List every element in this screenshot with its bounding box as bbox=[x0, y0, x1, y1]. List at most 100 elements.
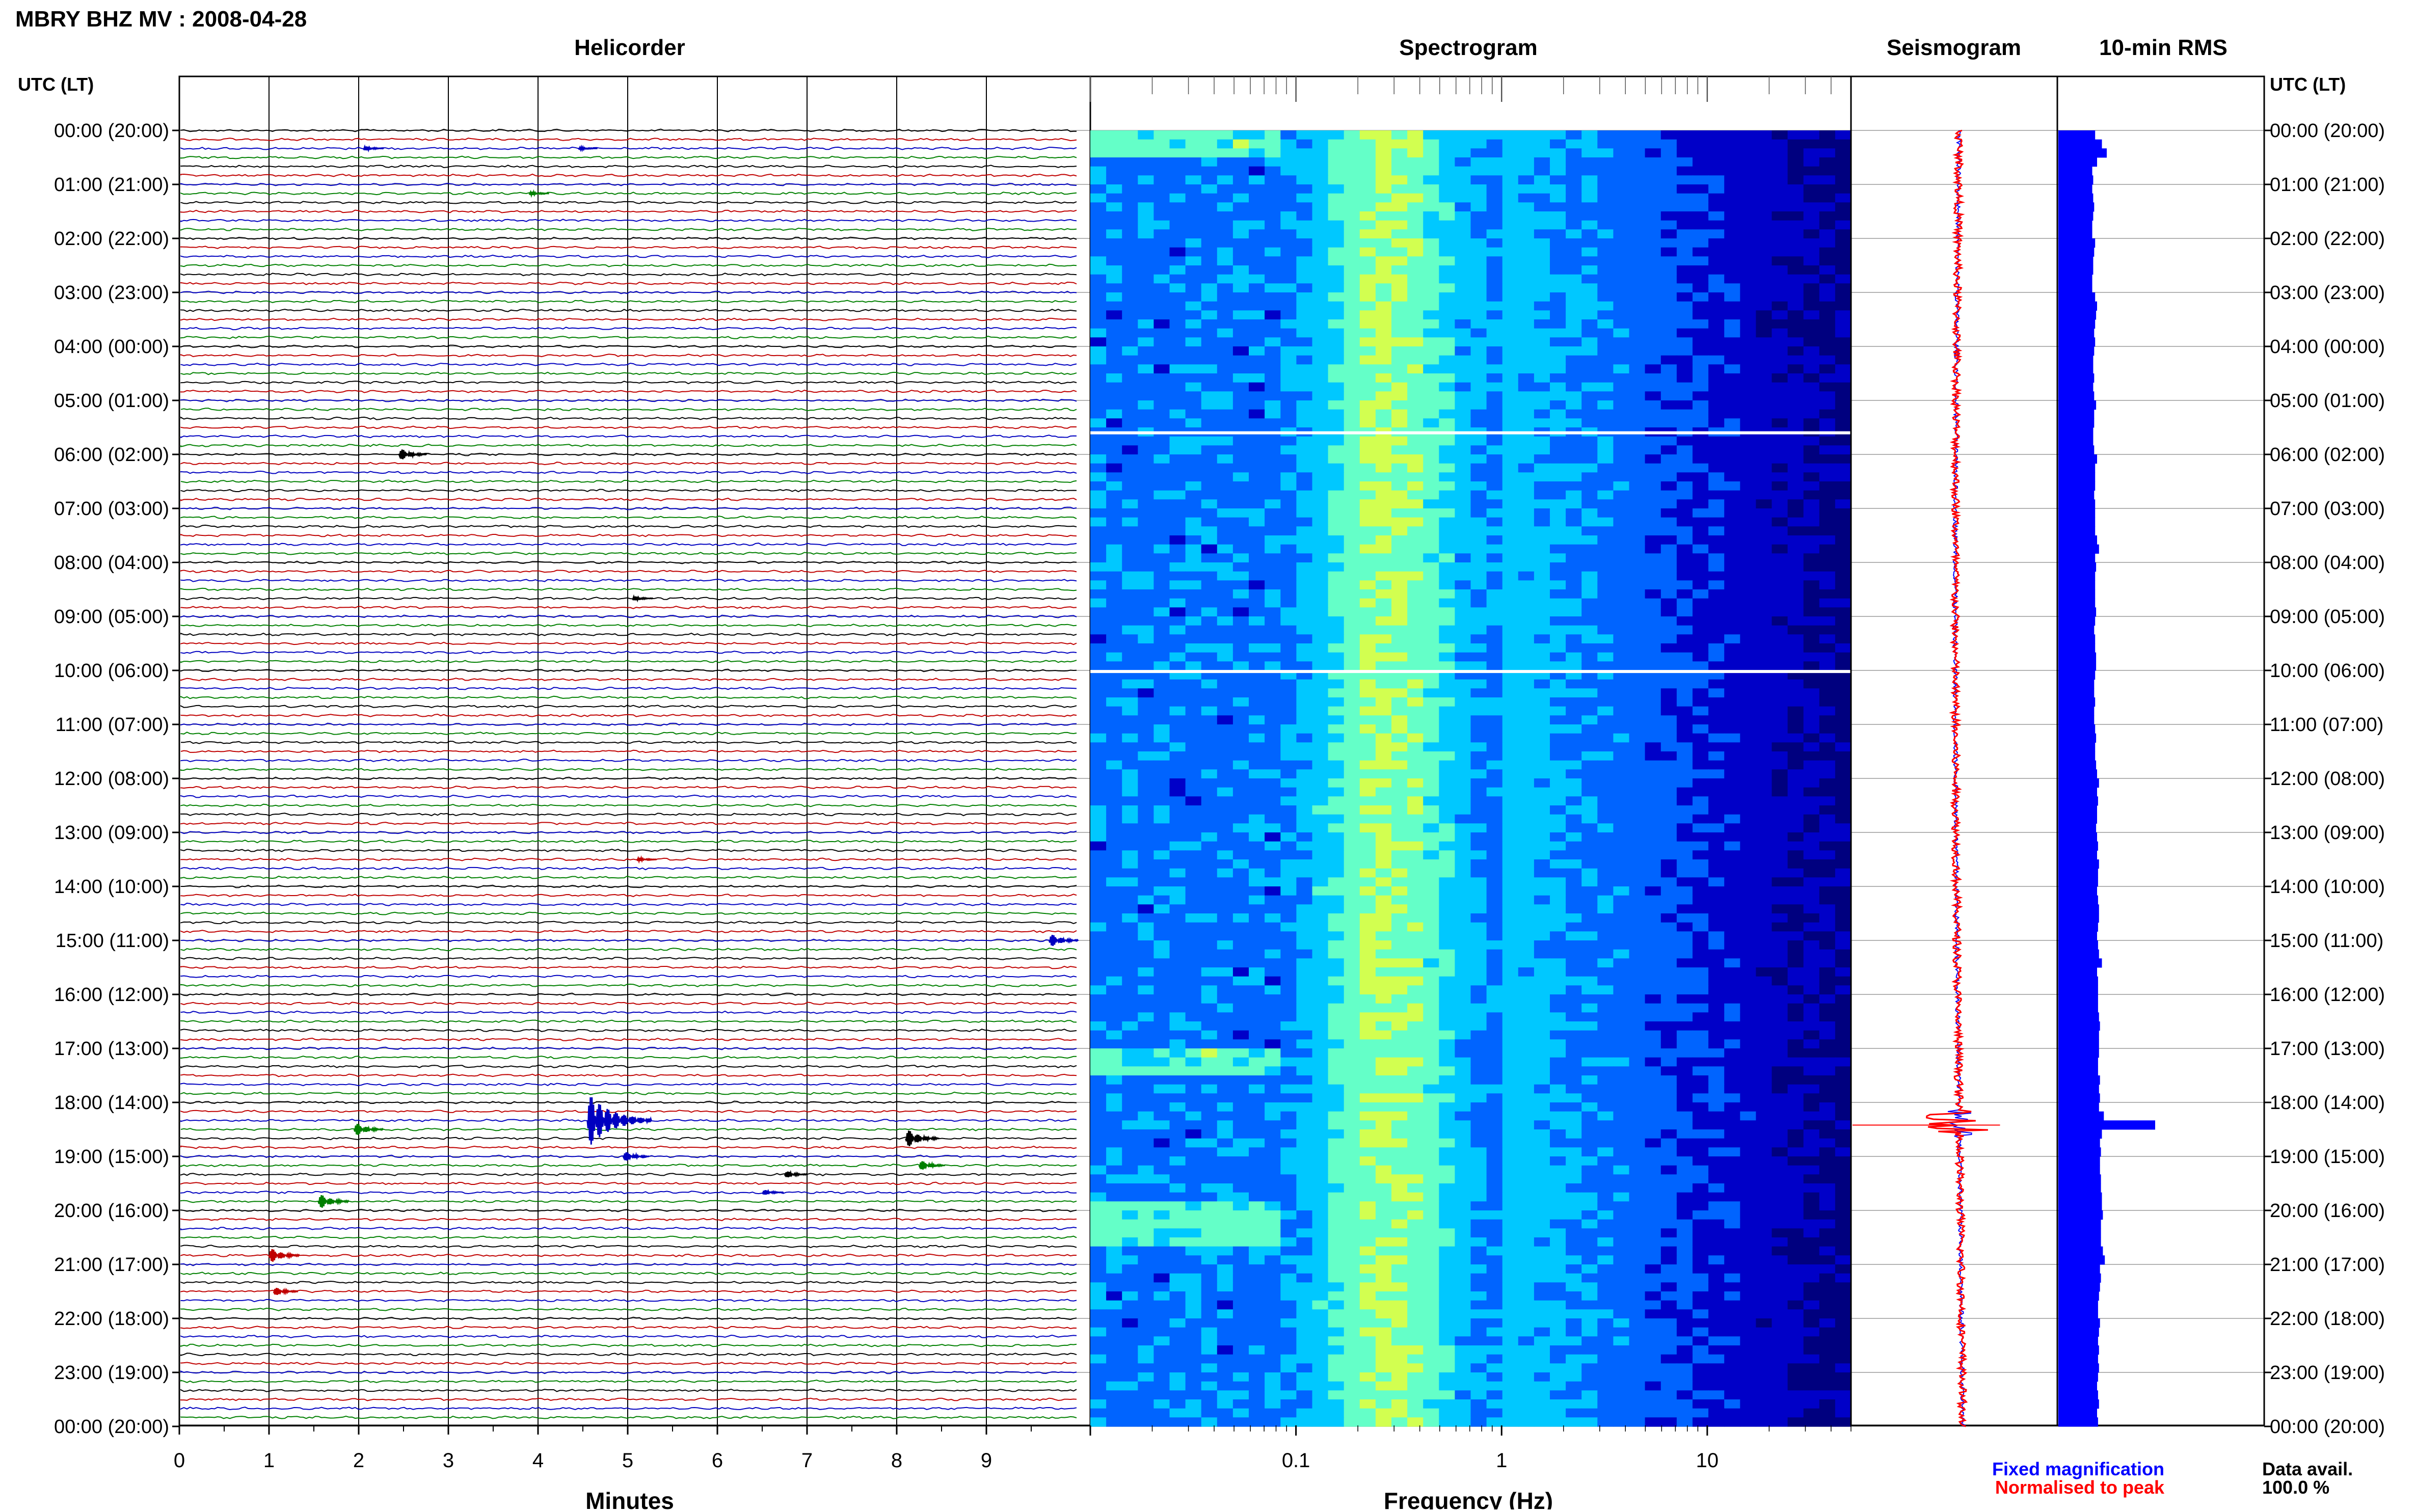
spectrogram-cell bbox=[1487, 643, 1503, 653]
spectrogram-cell bbox=[1186, 769, 1202, 778]
spectrogram-cell bbox=[1471, 616, 1487, 626]
spectrogram-cell bbox=[1090, 167, 1107, 176]
spectrogram-cell bbox=[1804, 626, 1820, 635]
spectrogram-cell bbox=[1407, 572, 1424, 581]
spectrogram-cell bbox=[1423, 734, 1439, 743]
spectrogram-cell bbox=[1581, 742, 1598, 751]
hour-tick-labels-left: 00:00 (20:00)01:00 (21:00)02:00 (22:00)0… bbox=[54, 120, 169, 1438]
spectrogram-cell bbox=[1407, 877, 1424, 886]
spectrogram-cell bbox=[1487, 607, 1503, 616]
spectrogram-cell bbox=[1376, 572, 1392, 581]
spectrogram-cell bbox=[1550, 967, 1566, 977]
spectrogram-cell bbox=[1153, 931, 1170, 940]
spectrogram-cell bbox=[1629, 391, 1646, 400]
hour-tick-label-right: 13:00 (09:00) bbox=[2270, 822, 2385, 844]
spectrogram-cell bbox=[1138, 688, 1154, 697]
spectrogram-cell bbox=[1296, 715, 1312, 724]
spectrogram-cell bbox=[1280, 904, 1297, 913]
spectrogram-cell bbox=[1645, 788, 1661, 797]
spectrogram-cell bbox=[1471, 464, 1487, 473]
spectrogram-cell bbox=[1597, 940, 1614, 950]
spectrogram-cell bbox=[1138, 599, 1154, 608]
hour-tick-label-right: 16:00 (12:00) bbox=[2270, 984, 2385, 1006]
spectrogram-cell bbox=[1217, 157, 1233, 167]
spectrogram-cell bbox=[1487, 464, 1503, 473]
spectrogram-cell bbox=[1407, 535, 1424, 545]
spectrogram-cell bbox=[1724, 202, 1740, 211]
spectrogram-cell bbox=[1518, 491, 1535, 500]
spectrogram-cell bbox=[1677, 815, 1693, 824]
spectrogram-cell bbox=[1328, 445, 1345, 454]
spectrogram-cell bbox=[1090, 221, 1107, 230]
spectrogram-cell bbox=[1249, 823, 1265, 832]
spectrogram-cell bbox=[1233, 859, 1249, 869]
spectrogram-cell bbox=[1376, 464, 1392, 473]
spectrogram-cell bbox=[1186, 211, 1202, 221]
spectrogram-cell bbox=[1186, 977, 1202, 986]
spectrogram-cell bbox=[1788, 283, 1804, 292]
spectrogram-cell bbox=[1122, 734, 1138, 743]
helicorder-trace bbox=[181, 1227, 1077, 1230]
spectrogram-cell bbox=[1296, 445, 1312, 454]
spectrogram-cell bbox=[1740, 265, 1756, 275]
spectrogram-cell bbox=[1122, 788, 1138, 797]
spectrogram-cell bbox=[1804, 859, 1820, 869]
spectrogram-cell bbox=[1249, 221, 1265, 230]
spectrogram-cell bbox=[1693, 572, 1709, 581]
spectrogram-cell bbox=[1217, 572, 1233, 581]
spectrogram-cell bbox=[1106, 886, 1122, 896]
spectrogram-cell bbox=[1534, 715, 1550, 724]
spectrogram-cell bbox=[1170, 734, 1186, 743]
spectrogram-cell bbox=[1550, 275, 1566, 284]
spectrogram-cell bbox=[1566, 940, 1582, 950]
spectrogram-cell bbox=[1597, 202, 1614, 211]
spectrogram-cell bbox=[1471, 751, 1487, 761]
spectrogram-cell bbox=[1153, 302, 1170, 311]
helicorder-trace bbox=[181, 1371, 1077, 1374]
spectrogram-cell bbox=[1518, 302, 1535, 311]
spectrogram-cell bbox=[1645, 454, 1661, 464]
spectrogram-cell bbox=[1153, 256, 1170, 265]
spectrogram-cell bbox=[1423, 275, 1439, 284]
spectrogram-cell bbox=[1138, 383, 1154, 392]
spectrogram-cell bbox=[1772, 140, 1788, 149]
spectrogram-cell bbox=[1407, 562, 1424, 572]
spectrogram-cell bbox=[1677, 148, 1693, 157]
spectrogram-cell bbox=[1819, 518, 1836, 527]
helicorder-trace bbox=[181, 966, 1077, 969]
spectrogram-cell bbox=[1153, 410, 1170, 419]
spectrogram-cell bbox=[1581, 292, 1598, 302]
spectrogram-cell bbox=[1677, 545, 1693, 554]
spectrogram-cell bbox=[1265, 526, 1281, 535]
spectrogram-cell bbox=[1724, 842, 1740, 851]
spectrogram-cell bbox=[1344, 769, 1360, 778]
spectrogram-cell bbox=[1439, 157, 1455, 167]
spectrogram-cell bbox=[1376, 869, 1392, 878]
spectrogram-cell bbox=[1756, 553, 1772, 562]
spectrogram-cell bbox=[1708, 418, 1725, 427]
spectrogram-cell bbox=[1645, 832, 1661, 842]
spectrogram-cell bbox=[1376, 923, 1392, 932]
spectrogram-cell bbox=[1376, 364, 1392, 373]
spectrogram-cell bbox=[1312, 373, 1329, 383]
spectrogram-cell bbox=[1629, 275, 1646, 284]
spectrogram-cell bbox=[1804, 373, 1820, 383]
spectrogram-cell bbox=[1756, 923, 1772, 932]
spectrogram-cell bbox=[1106, 229, 1122, 238]
spectrogram-cell bbox=[1106, 589, 1122, 599]
spectrogram-cell bbox=[1122, 778, 1138, 788]
spectrogram-cell bbox=[1487, 832, 1503, 842]
spectrogram-cell bbox=[1693, 202, 1709, 211]
spectrogram-cell bbox=[1280, 157, 1297, 167]
spectrogram-cell bbox=[1835, 383, 1852, 392]
spectrogram-cell bbox=[1645, 869, 1661, 878]
spectrogram-cell bbox=[1835, 265, 1852, 275]
spectrogram-cell bbox=[1804, 319, 1820, 329]
spectrogram-cell bbox=[1566, 904, 1582, 913]
spectrogram-cell bbox=[1360, 931, 1376, 940]
spectrogram-cell bbox=[1708, 265, 1725, 275]
spectrogram-cell bbox=[1502, 886, 1519, 896]
spectrogram-cell bbox=[1566, 562, 1582, 572]
spectrogram-cell bbox=[1233, 886, 1249, 896]
spectrogram-cell bbox=[1724, 589, 1740, 599]
